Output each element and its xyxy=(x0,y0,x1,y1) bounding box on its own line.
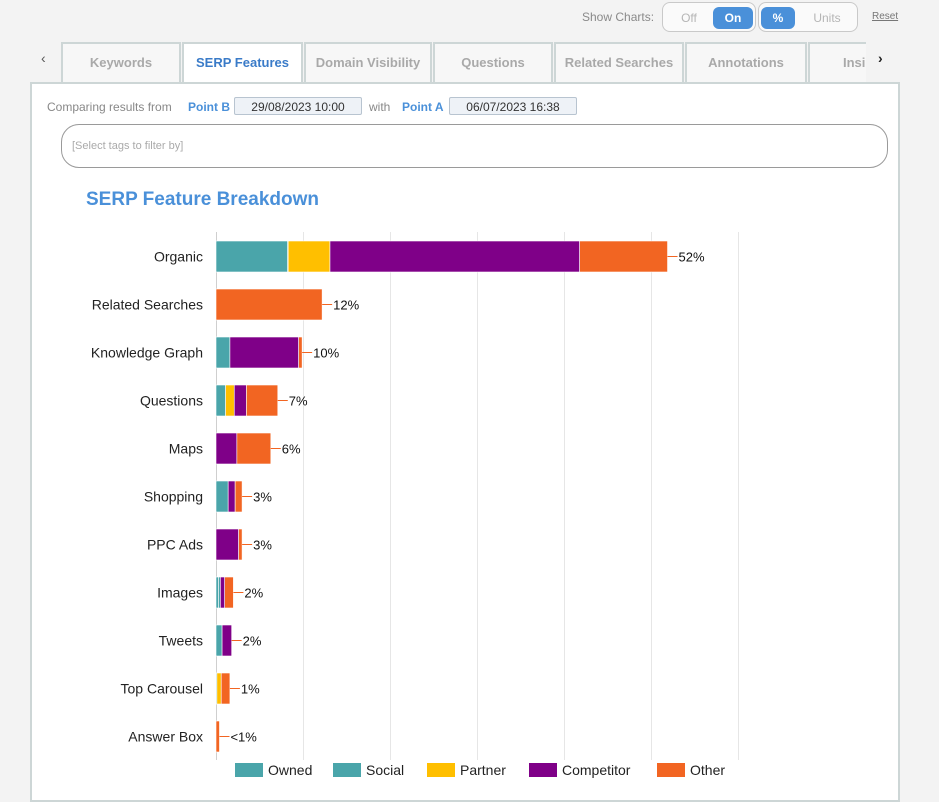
tag-filter-input[interactable]: [Select tags to filter by] xyxy=(61,124,888,168)
charts-on-button[interactable]: On xyxy=(713,7,753,29)
point-b-label: Point B xyxy=(188,100,230,114)
chart-bars xyxy=(215,240,668,753)
bar-segment xyxy=(579,240,668,273)
chart-title: SERP Feature Breakdown xyxy=(86,189,320,210)
category-label: Related Searches xyxy=(92,297,203,313)
legend-label: Social xyxy=(366,762,404,778)
category-label: Answer Box xyxy=(128,729,203,745)
charts-off-button[interactable]: Off xyxy=(681,11,697,25)
legend-label: Other xyxy=(690,762,725,778)
category-label: Maps xyxy=(169,441,203,457)
bar-segment xyxy=(329,240,580,273)
chart-labels: Organic 52% Related Searches 12% Knowledge G… xyxy=(91,249,705,745)
legend-label: Partner xyxy=(460,762,506,778)
point-b-date[interactable]: 29/08/2023 10:00 xyxy=(234,97,362,115)
category-label: PPC Ads xyxy=(147,537,203,553)
bar-segment xyxy=(215,480,229,513)
bar-segment xyxy=(227,480,236,513)
point-a-date[interactable]: 06/07/2023 16:38 xyxy=(449,97,577,115)
category-label: Organic xyxy=(154,249,203,265)
bar-segment xyxy=(220,576,226,609)
tab-questions[interactable]: Questions xyxy=(433,42,553,82)
bar-segment xyxy=(287,240,331,273)
charts-on-off-toggle: Off On xyxy=(662,2,756,32)
tabs-next-background xyxy=(866,40,896,80)
legend-label: Owned xyxy=(268,762,312,778)
tab-serp-features[interactable]: SERP Features xyxy=(182,42,303,84)
value-label: 7% xyxy=(289,394,308,409)
legend-label: Competitor xyxy=(562,762,631,778)
category-label: Questions xyxy=(140,393,203,409)
value-label: 2% xyxy=(244,586,263,601)
value-label: 52% xyxy=(679,250,705,265)
bar-segment xyxy=(246,384,279,417)
tab-insights[interactable]: Insi xyxy=(808,42,866,82)
legend-swatch xyxy=(235,763,263,777)
category-label: Images xyxy=(157,585,203,601)
percent-button[interactable]: % xyxy=(761,7,795,29)
bar-segment xyxy=(215,288,323,321)
tab-related-searches[interactable]: Related Searches xyxy=(554,42,684,82)
tabs-next-icon[interactable]: › xyxy=(878,50,883,66)
bar-segment xyxy=(216,672,222,705)
category-label: Tweets xyxy=(159,633,203,649)
bar-segment xyxy=(215,336,231,369)
percent-units-toggle: % Units xyxy=(758,2,858,32)
bar-segment xyxy=(215,576,219,609)
value-label: 10% xyxy=(313,346,339,361)
chart-toggle-bar: Show Charts: Off On % Units Reset xyxy=(0,0,939,38)
comparison-with: with xyxy=(369,100,391,114)
bar-segment xyxy=(215,720,220,753)
category-label: Knowledge Graph xyxy=(91,345,203,361)
bar-segment xyxy=(236,432,272,465)
value-label: 1% xyxy=(241,682,260,697)
tab-domain-visibility[interactable]: Domain Visibility xyxy=(304,42,432,82)
bar-segment xyxy=(215,624,223,657)
legend-swatch xyxy=(333,763,361,777)
value-label: 3% xyxy=(253,538,272,553)
value-label: 3% xyxy=(253,490,272,505)
bar-segment xyxy=(234,480,243,513)
value-label: 2% xyxy=(243,634,262,649)
point-a-label: Point A xyxy=(402,100,444,114)
bar-segment xyxy=(298,336,303,369)
comparison-prefix: Comparing results from xyxy=(47,100,172,114)
bar-segment xyxy=(229,336,299,369)
bar-segment xyxy=(215,432,238,465)
content-panel xyxy=(30,82,900,802)
reset-link[interactable]: Reset xyxy=(872,11,899,22)
bar-segment xyxy=(220,672,231,705)
bar-segment xyxy=(215,384,226,417)
bar-segment xyxy=(221,624,232,657)
tab-keywords[interactable]: Keywords xyxy=(61,42,181,82)
units-button[interactable]: Units xyxy=(813,11,841,25)
value-label: 6% xyxy=(282,442,301,457)
legend-swatch xyxy=(657,763,685,777)
bar-segment xyxy=(225,384,235,417)
bar-segment xyxy=(215,528,239,561)
bar-segment xyxy=(233,384,247,417)
tab-bar: Keywords SERP Features Domain Visibility… xyxy=(61,42,866,84)
legend-swatch xyxy=(427,763,455,777)
legend-swatch xyxy=(529,763,557,777)
tab-annotations[interactable]: Annotations xyxy=(685,42,807,82)
bar-segment xyxy=(224,576,234,609)
value-label: <1% xyxy=(230,730,257,745)
tabs-prev-icon[interactable]: ‹ xyxy=(41,50,46,66)
value-label: 12% xyxy=(333,298,359,313)
bar-segment xyxy=(215,240,288,273)
bar-segment xyxy=(238,528,243,561)
chart-legend: Owned Social Partner Competitor Other xyxy=(235,762,725,778)
category-label: Shopping xyxy=(144,489,203,505)
category-label: Top Carousel xyxy=(121,681,204,697)
show-charts-label: Show Charts: xyxy=(582,10,655,24)
